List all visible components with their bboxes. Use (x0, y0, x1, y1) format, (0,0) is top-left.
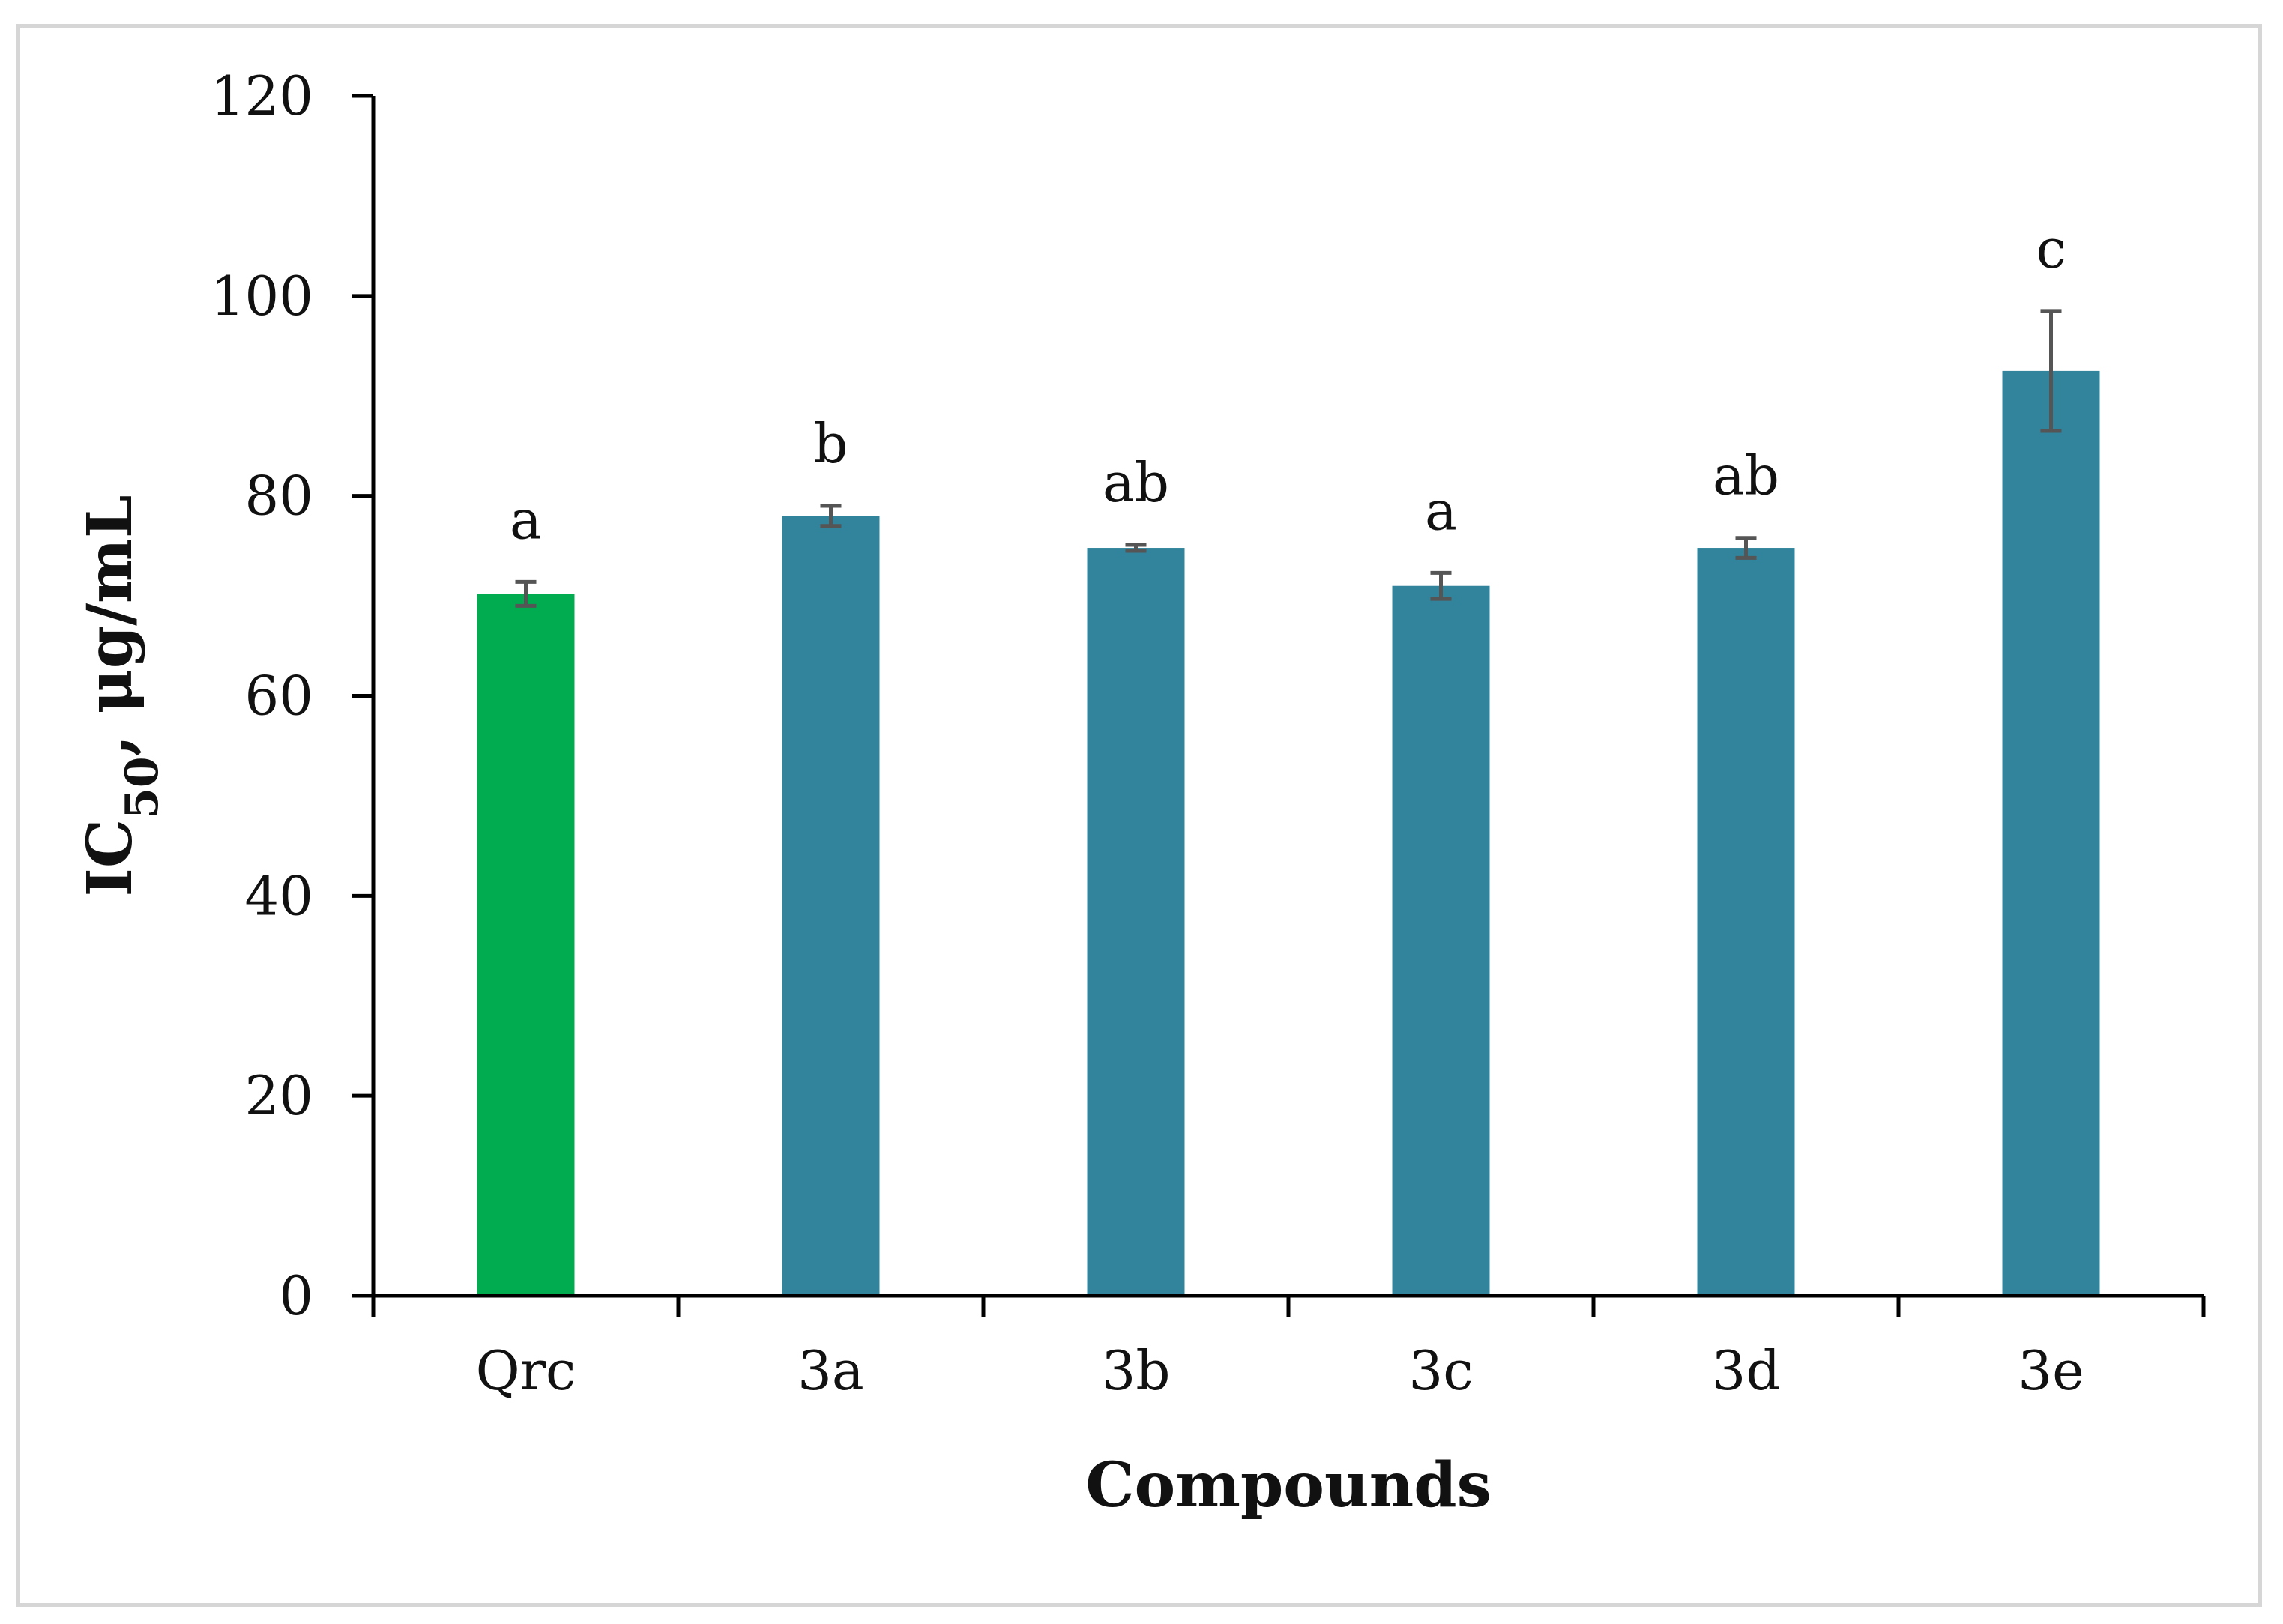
y-tick-label: 20 (244, 1064, 313, 1127)
y-tick-label: 0 (279, 1264, 313, 1327)
y-axis-title: IC50, μg/mL (74, 495, 169, 897)
x-tick-label-3c: 3c (1408, 1339, 1473, 1402)
x-ticks-layer: Qrc 3a 3b 3c 3d 3e (371, 1296, 2206, 1402)
significance-letter-Qrc: a (510, 488, 542, 551)
x-tick-label-3e: 3e (2018, 1339, 2084, 1402)
bar-3c (1392, 585, 1490, 1296)
y-tick-label: 100 (211, 265, 313, 327)
x-tick-label-3a: 3a (797, 1339, 864, 1402)
significance-letter-3c: a (1425, 479, 1457, 542)
y-tick-label: 120 (211, 64, 313, 127)
bar-Qrc (477, 594, 575, 1296)
significance-letter-3e: c (2036, 217, 2066, 280)
y-axis-title-main: IC (74, 819, 146, 897)
x-axis-title: Compounds (1085, 1449, 1492, 1521)
bar-3b (1087, 548, 1185, 1296)
y-tick-label: 80 (244, 465, 313, 528)
bar-3e (2002, 370, 2100, 1296)
x-tick-label-3d: 3d (1712, 1339, 1781, 1402)
bar-3a (782, 516, 880, 1296)
significance-letter-3a: b (813, 412, 848, 475)
y-axis-title-rest: , μg/mL (74, 495, 146, 757)
y-axis-title-subscript: 50 (116, 756, 169, 819)
y-tick-label: 40 (244, 864, 313, 927)
x-tick-label-3b: 3b (1102, 1339, 1171, 1402)
significance-letter-3b: ab (1103, 451, 1169, 514)
bar-3d (1697, 548, 1795, 1296)
x-tick-label-Qrc: Qrc (476, 1339, 576, 1402)
bars-layer (477, 370, 2100, 1296)
error-bars-layer (515, 309, 2062, 608)
y-ticks-layer: 0 20 40 60 80 100 120 (211, 64, 373, 1327)
axes-layer (371, 96, 2204, 1298)
significance-letter-3d: ab (1713, 444, 1779, 507)
y-tick-label: 60 (244, 665, 313, 728)
